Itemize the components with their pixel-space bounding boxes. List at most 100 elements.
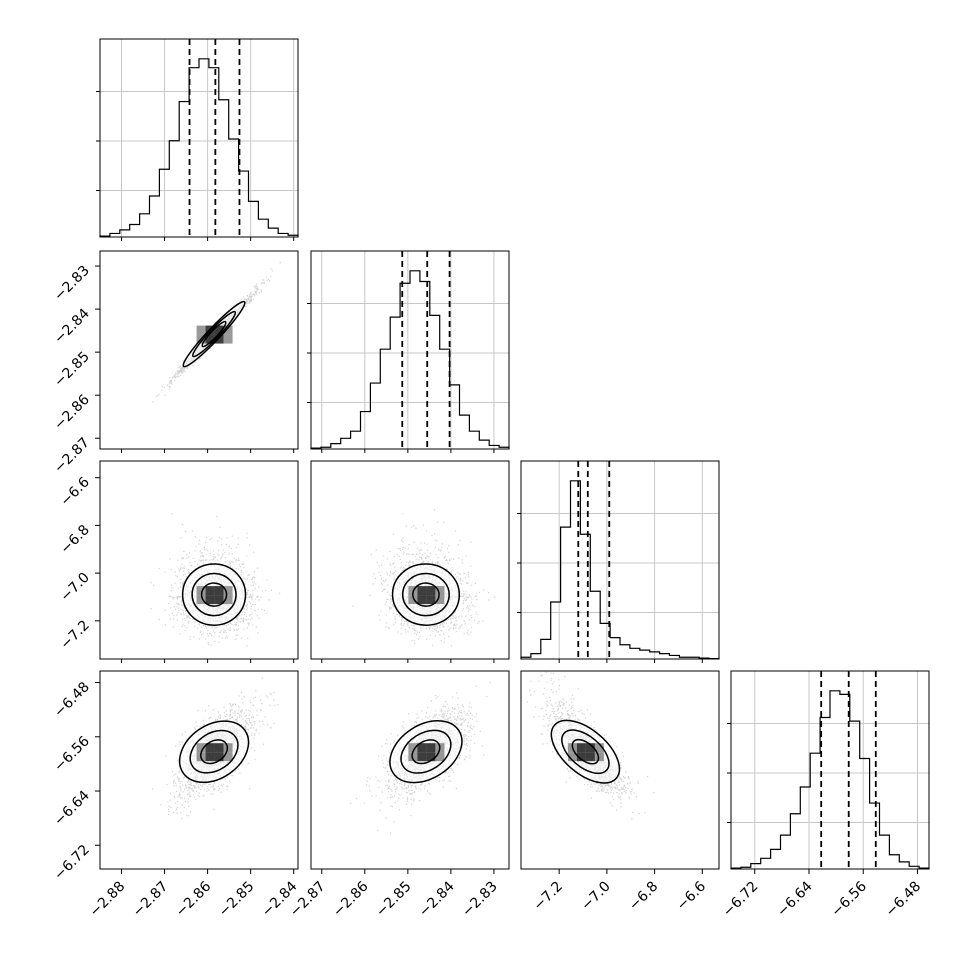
panel-density (350, 682, 491, 834)
density-cell (223, 325, 233, 335)
axes-layer: −2.87−2.86−2.85−2.84−2.83−7.2−7.0−6.8−6.… (51, 38, 930, 921)
contour-3 (550, 719, 621, 784)
grid-layer (100, 39, 929, 869)
density-cell (435, 752, 445, 762)
panel-frame (99, 460, 299, 660)
panel-frame (99, 250, 299, 450)
x-tick-label: −6.56 (828, 878, 870, 920)
density-cell (196, 595, 206, 605)
density-cell (576, 743, 586, 753)
marks-layer (99, 39, 930, 869)
density-cell (214, 334, 224, 344)
density-cell (426, 752, 436, 762)
histogram-3 (520, 480, 720, 660)
x-tick-label: −6.48 (883, 879, 925, 921)
panel-frame (310, 250, 510, 450)
y-tick-label: −2.86 (51, 392, 93, 434)
contour-1 (412, 582, 440, 607)
density-cell (426, 743, 436, 753)
density-cell (417, 743, 427, 753)
y-tick-label: −6.8 (57, 522, 92, 557)
x-tick-label: −2.85 (373, 879, 415, 921)
y-tick-label: −6.64 (51, 787, 93, 829)
contour-1 (200, 739, 229, 765)
contour-2 (192, 310, 237, 358)
density-cell (417, 595, 427, 605)
y-tick-label: −6.56 (51, 733, 93, 775)
density-cell (205, 595, 215, 605)
density-cell (223, 586, 233, 596)
density-cell (567, 752, 577, 762)
density-cell (417, 586, 427, 596)
density-cell (214, 595, 224, 605)
contour-2 (189, 729, 239, 774)
contour-2 (561, 729, 610, 775)
panel-frame (310, 460, 510, 660)
density-cell (196, 325, 206, 335)
y-tick-label: −7.0 (57, 570, 92, 605)
panel-frame (520, 670, 720, 870)
x-tick-label: −7.2 (531, 879, 566, 914)
contour-3 (181, 563, 247, 626)
density-cell (214, 325, 224, 335)
contour-2 (401, 572, 450, 617)
x-tick-label: −2.86 (173, 878, 215, 920)
panel-frame (310, 670, 510, 870)
y-tick-label: −6.6 (57, 474, 92, 509)
panel-density (152, 262, 281, 403)
density-cell (205, 586, 215, 596)
x-tick-label: −6.72 (720, 879, 762, 921)
density-cell (426, 595, 436, 605)
density-cell (594, 743, 604, 753)
y-tick-label: −2.84 (51, 306, 93, 348)
density-layer (150, 262, 655, 834)
x-tick-label: −6.64 (774, 878, 816, 920)
density-cell (576, 752, 586, 762)
contour-2 (191, 572, 237, 617)
density-cell (205, 743, 215, 753)
density-cell (214, 743, 224, 753)
x-tick-label: −2.84 (416, 878, 458, 920)
x-tick-label: −2.86 (330, 878, 372, 920)
density-cell (417, 752, 427, 762)
density-cell (585, 752, 595, 762)
density-cell (214, 752, 224, 762)
x-tick-label: −2.88 (87, 879, 129, 921)
density-cell (214, 586, 224, 596)
contour-1 (200, 582, 228, 607)
histogram-4 (730, 690, 930, 869)
density-cell (426, 586, 436, 596)
density-cell (196, 586, 206, 596)
contour-1 (411, 739, 441, 765)
density-cell (408, 752, 418, 762)
density-cell (223, 752, 233, 762)
histogram-2 (310, 270, 510, 449)
y-tick-label: −6.72 (51, 842, 93, 884)
panel-frame (730, 670, 930, 870)
contour-1 (571, 738, 600, 765)
contour-3 (182, 300, 246, 368)
density-cell (205, 752, 215, 762)
density-cell (408, 743, 418, 753)
x-tick-label: −7.0 (578, 879, 613, 914)
x-tick-label: −6.6 (674, 878, 709, 913)
panel-density (150, 513, 281, 647)
y-tick-label: −7.2 (57, 617, 92, 652)
x-tick-label: −2.85 (216, 879, 258, 921)
contour-3 (178, 720, 250, 784)
density-cell (223, 595, 233, 605)
panel-density (152, 677, 279, 820)
panel-density (526, 671, 655, 820)
y-tick-label: −2.87 (51, 435, 93, 477)
density-cell (435, 586, 445, 596)
density-cell (594, 752, 604, 762)
contour-2 (400, 729, 452, 774)
contour-1 (201, 320, 227, 348)
histogram-1 (99, 58, 299, 237)
contour-3 (391, 563, 461, 626)
x-tick-label: −2.83 (459, 879, 501, 921)
density-cell (223, 334, 233, 344)
panel-frame (520, 460, 720, 660)
density-cell (585, 743, 595, 753)
